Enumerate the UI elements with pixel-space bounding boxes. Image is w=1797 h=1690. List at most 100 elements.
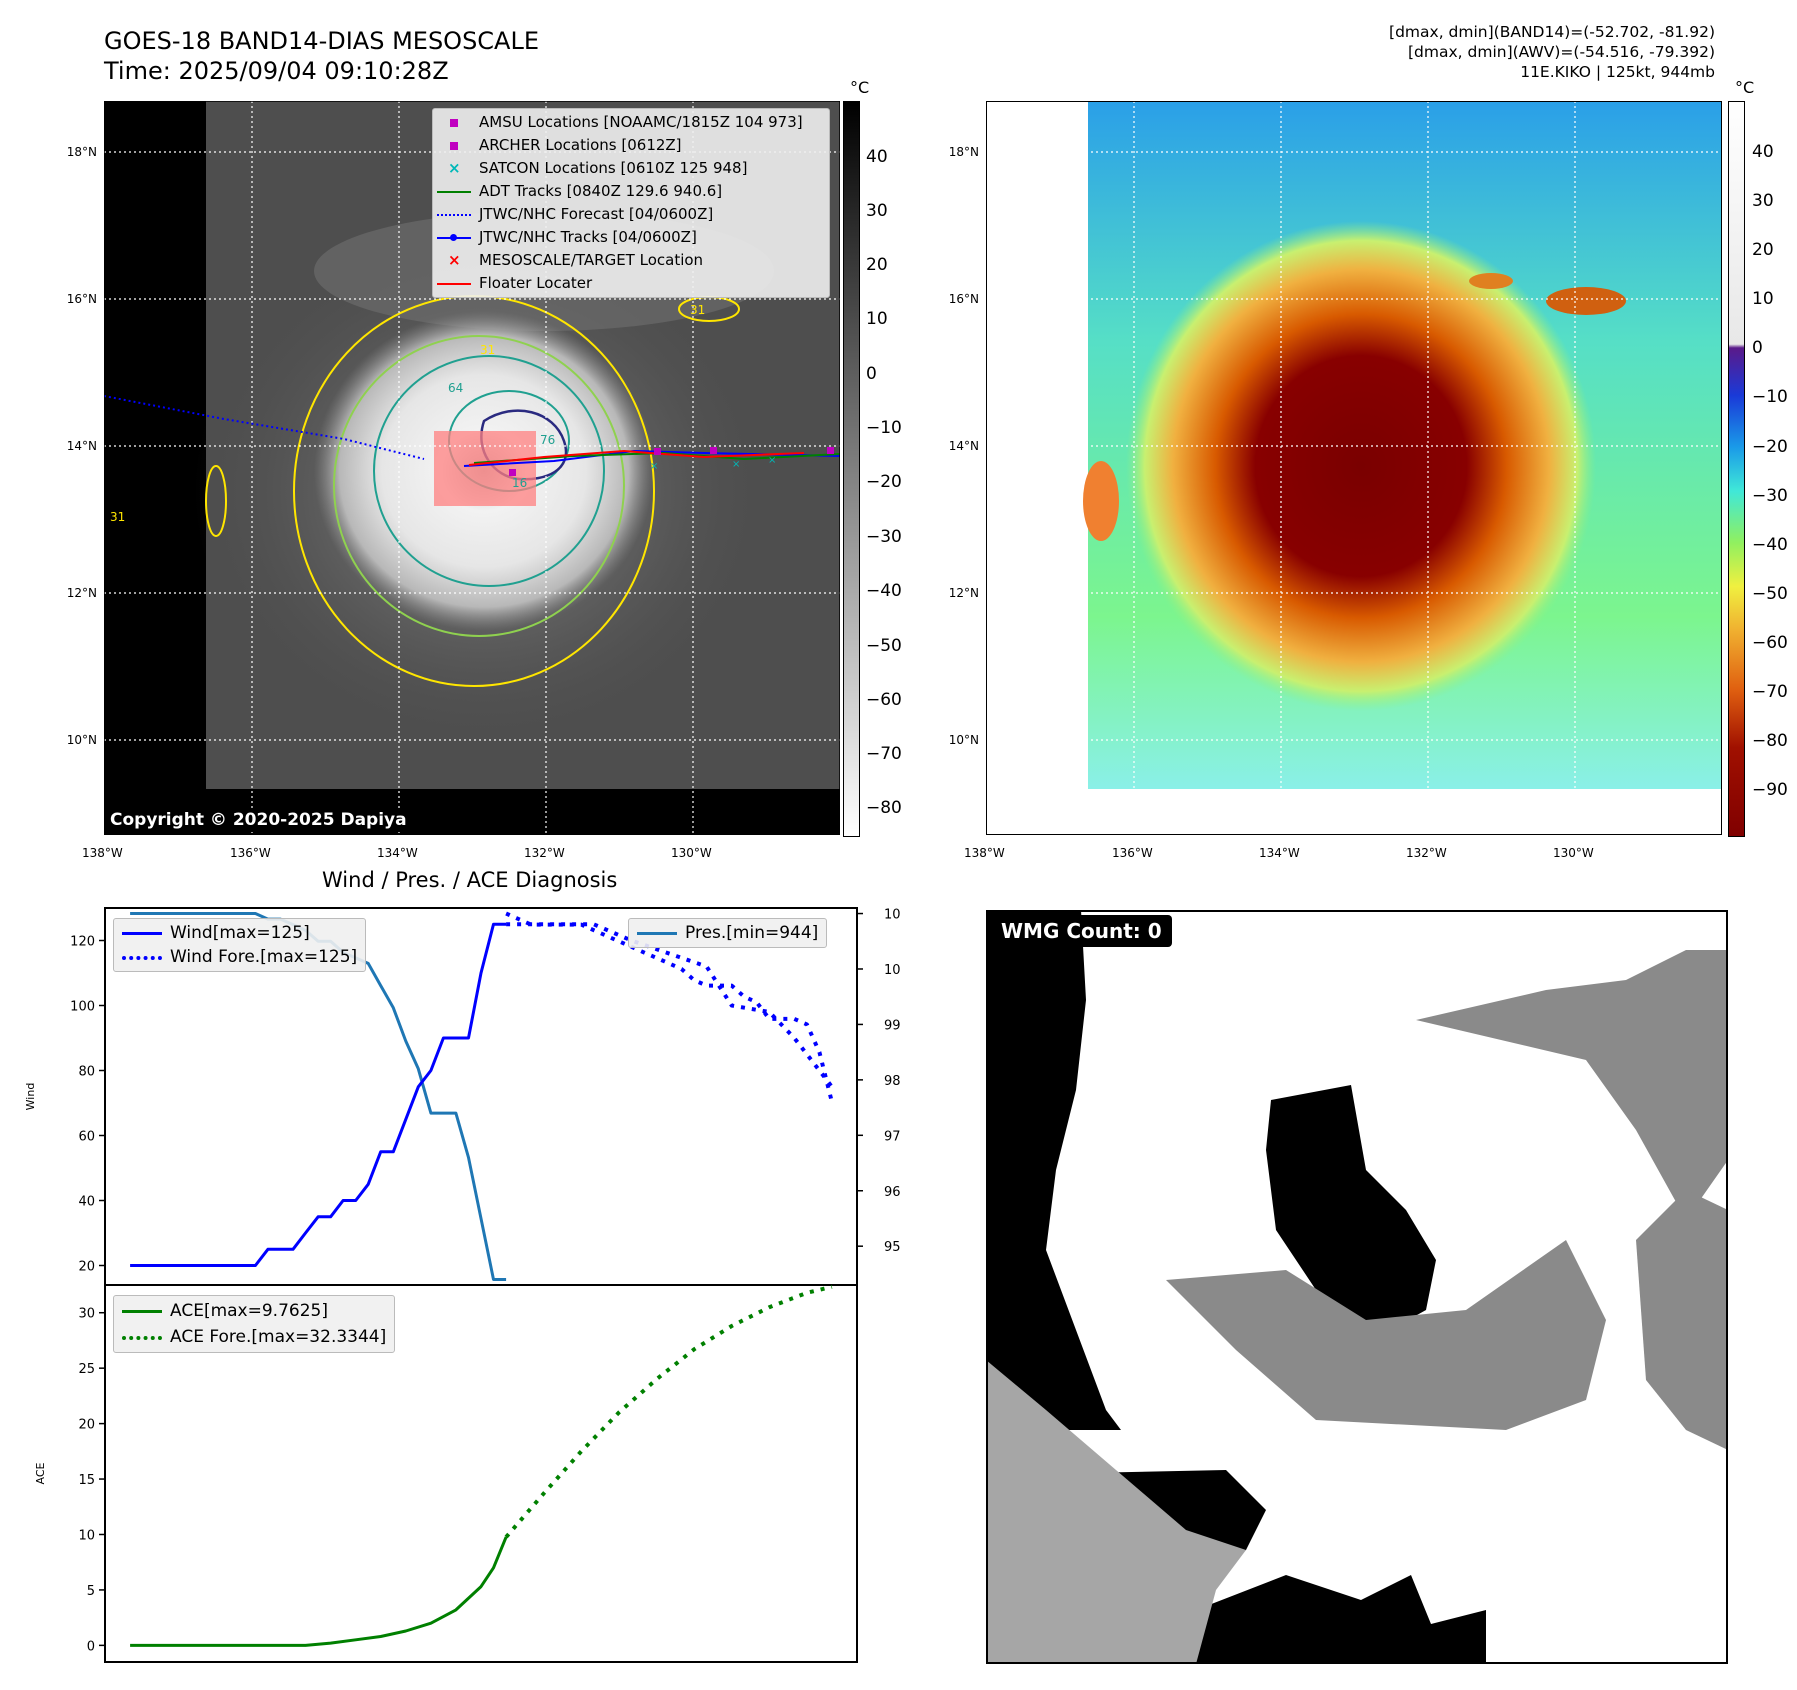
legend-entry-mesoscale-target: × MESOSCALE/TARGET Location [448, 250, 704, 270]
awv-cb-tick: −10 [1752, 387, 1788, 407]
wind-ytick-label: 80 [78, 1065, 95, 1080]
wind-ytick-label: 60 [78, 1130, 95, 1145]
ir-cb-tick: −60 [866, 690, 902, 710]
ace-ytick-label: 5 [87, 1584, 95, 1599]
awv-cb-tick: 30 [1752, 191, 1774, 211]
awv-map-panel [986, 101, 1722, 835]
wind-legend: Wind[max=125] Wind Fore.[max=125] [113, 918, 367, 972]
pressure-ytick-label: 980 [884, 1074, 900, 1089]
contour-label: 76 [540, 433, 556, 447]
ace-axis-label: ACE [34, 1462, 47, 1484]
lat-label: 16°N [66, 292, 97, 306]
ir-cb-tick: −70 [866, 744, 902, 764]
legend-entry-satcon: × SATCON Locations [0610Z 125 948] [448, 158, 748, 178]
wmg-gray-region-northeast [1416, 950, 1728, 1220]
legend-entry-ace-forecast: ACE Fore.[max=32.3344] [122, 1324, 386, 1350]
awv-moisture-patch [1546, 287, 1626, 315]
ir-colorbar-ticks: 40 30 20 10 0 −10 −20 −30 −40 −50 −60 −7… [866, 101, 906, 835]
stats-line-1: [dmax, dmin](BAND14)=(-52.702, -81.92) [1389, 23, 1715, 41]
ir-cb-tick: −50 [866, 636, 902, 656]
awv-lat-labels: 18°N 16°N 14°N 12°N 10°N [922, 101, 982, 835]
ace-forecast-line [504, 1284, 833, 1539]
figure-title: GOES-18 BAND14-DIAS MESOSCALE Time: 2025… [104, 26, 539, 86]
lon-label: 134°W [1259, 846, 1300, 860]
pressure-forecast-line [505, 911, 834, 1103]
stats-line-3: 11E.KIKO | 125kt, 944mb [1520, 63, 1715, 81]
title-line-2: Time: 2025/09/04 09:10:28Z [104, 57, 449, 85]
lon-label: 134°W [377, 846, 418, 860]
ir-cb-tick: 30 [866, 201, 888, 221]
contour-label: 64 [448, 381, 464, 395]
ir-legend: AMSU Locations [NOAAMC/1815Z 104 973] AR… [432, 108, 830, 298]
ir-cb-tick: −40 [866, 581, 902, 601]
floater-target-box [434, 431, 536, 506]
awv-colorbar-unit: °C [1735, 78, 1755, 97]
title-line-1: GOES-18 BAND14-DIAS MESOSCALE [104, 27, 540, 55]
contour-label: 31 [690, 303, 706, 317]
wind-ytick-label: 100 [70, 1000, 95, 1015]
ir-cb-tick: 20 [866, 255, 888, 275]
ace-ytick-label: 15 [78, 1473, 95, 1488]
legend-entry-wind: Wind[max=125] [122, 921, 357, 945]
copyright-label: Copyright © 2020-2025 Dapiya [104, 808, 413, 832]
lat-label: 12°N [948, 586, 979, 600]
gridlines [104, 101, 840, 835]
wmg-panel [986, 910, 1728, 1664]
awv-storm-core [1126, 221, 1596, 711]
awv-cb-tick: −40 [1752, 535, 1788, 555]
ace-ytick-label: 0 [87, 1639, 95, 1654]
wmg-light-gray-region [986, 1360, 1246, 1664]
svg-text:×: × [732, 459, 740, 470]
lon-label: 132°W [1406, 846, 1447, 860]
satcon-markers: × × × [650, 455, 776, 472]
awv-cb-tick: −90 [1752, 780, 1788, 800]
awv-cb-tick: −20 [1752, 437, 1788, 457]
ir-colorbar [843, 101, 860, 837]
ace-axes-frame [104, 1284, 858, 1663]
awv-colorbar [1728, 101, 1745, 837]
contour-76 [373, 355, 605, 587]
wind-ytick-label: 20 [78, 1260, 95, 1275]
awv-colorbar-ticks: 40 30 20 10 0 −10 −20 −30 −40 −50 −60 −7… [1752, 101, 1796, 835]
wind-ytick-label: 40 [78, 1195, 95, 1210]
contour-31-west [205, 465, 227, 537]
lat-label: 18°N [66, 145, 97, 159]
awv-gridlines [986, 101, 1722, 835]
wmg-count-label: WMG Count: 0 [991, 915, 1172, 947]
contour-label: 16 [512, 476, 528, 490]
ace-ytick-label: 25 [78, 1362, 95, 1377]
pressure-ytick-label: 970 [884, 1129, 900, 1144]
svg-text:×: × [768, 455, 776, 466]
legend-entry-amsu: AMSU Locations [NOAAMC/1815Z 104 973] [437, 111, 825, 134]
legend-entry-adt: ADT Tracks [0840Z 129.6 940.6] [437, 180, 825, 203]
awv-lon-labels: 138°W 136°W 134°W 132°W 130°W [964, 846, 1722, 866]
svg-text:×: × [650, 461, 658, 472]
legend-entry-floater: Floater Locater [437, 272, 825, 295]
awv-cb-tick: 20 [1752, 240, 1774, 260]
pressure-ytick-label: 990 [884, 1018, 900, 1033]
lat-label: 10°N [948, 733, 979, 747]
awv-cb-tick: 10 [1752, 289, 1774, 309]
lon-label: 136°W [230, 846, 271, 860]
wmg-gray-region-center [1166, 1240, 1606, 1430]
wmg-dark-region-west [986, 910, 1121, 1430]
ir-lat-labels: 18°N 16°N 14°N 12°N 10°N [40, 101, 100, 835]
lat-label: 10°N [66, 733, 97, 747]
pressure-ytick-label: 950 [884, 1240, 900, 1255]
lon-label: 130°W [671, 846, 712, 860]
lon-label: 132°W [524, 846, 565, 860]
wmg-dark-region-southeast [1176, 1575, 1486, 1664]
legend-entry-ace: ACE[max=9.7625] [122, 1298, 386, 1324]
awv-cb-tick: −50 [1752, 584, 1788, 604]
lat-label: 14°N [66, 439, 97, 453]
ir-lon-labels: 138°W 136°W 134°W 132°W 130°W [82, 846, 840, 866]
diag-title: Wind / Pres. / ACE Diagnosis [322, 868, 618, 892]
legend-entry-jtwc-tracks: JTWC/NHC Tracks [04/0600Z] [437, 226, 825, 249]
lon-label: 136°W [1112, 846, 1153, 860]
ir-cb-tick: 0 [866, 364, 877, 384]
ir-cb-tick: −20 [866, 472, 902, 492]
ir-cb-tick: 10 [866, 309, 888, 329]
lat-label: 12°N [66, 586, 97, 600]
pressure-ytick-label: 960 [884, 1185, 900, 1200]
